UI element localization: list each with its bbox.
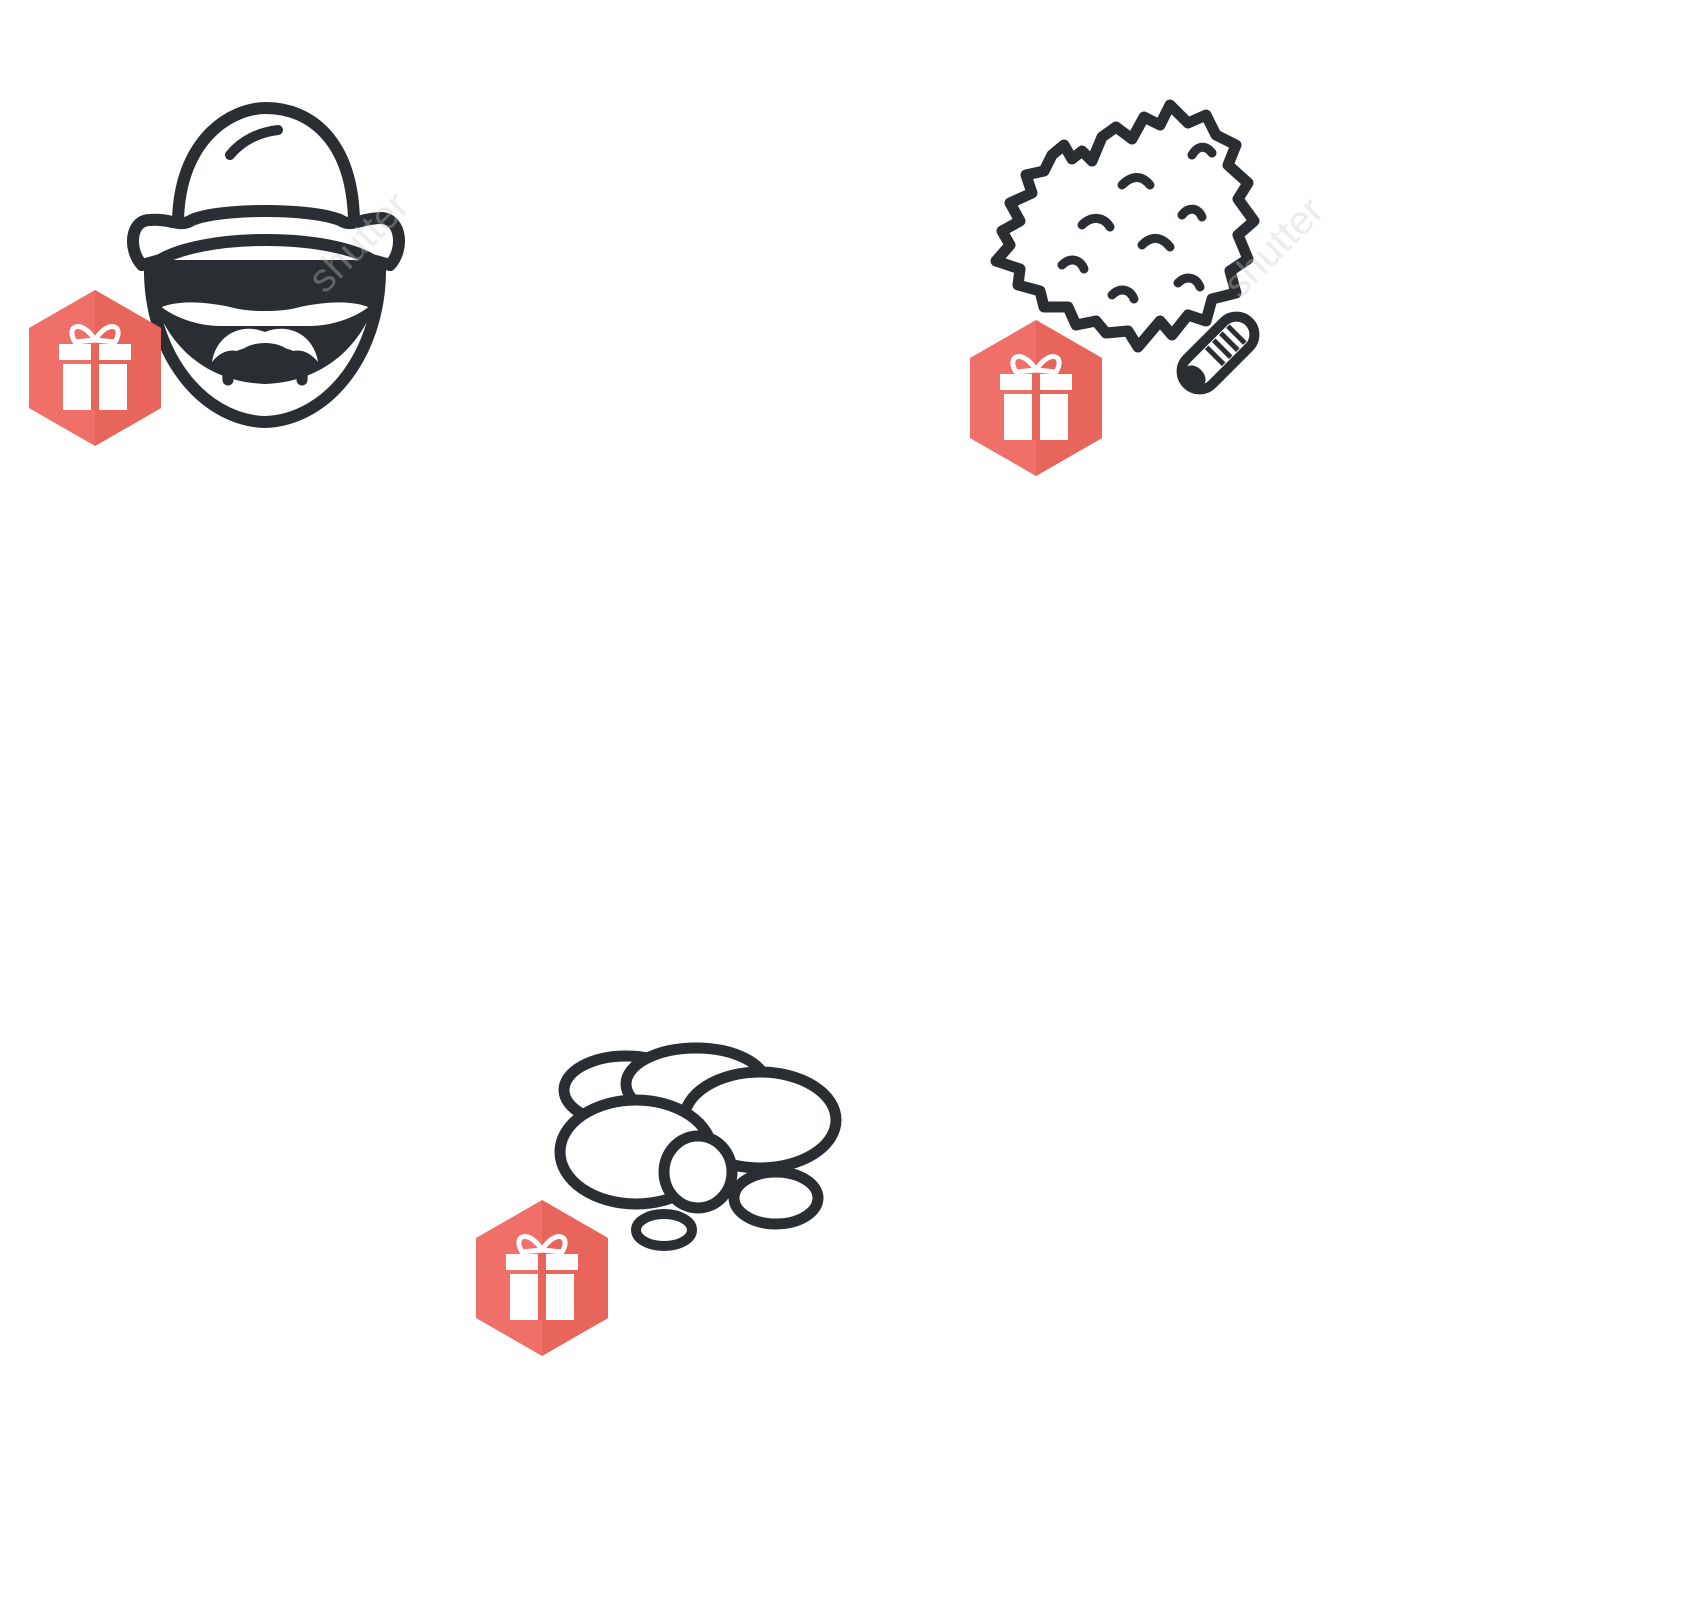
gift-box-icon	[476, 1200, 608, 1356]
gift-box-icon	[29, 290, 161, 446]
gift-box-icon	[970, 320, 1102, 476]
birch-broom-tile	[960, 0, 1480, 520]
sauna-stones-icon	[554, 1042, 842, 1251]
gift-badge[interactable]	[25, 288, 165, 448]
sauna-man-tile	[0, 0, 520, 520]
sauna-man-icon	[127, 102, 405, 428]
sauna-stones-tile	[470, 980, 990, 1500]
gift-badge[interactable]	[966, 318, 1106, 478]
gift-badge[interactable]	[472, 1198, 612, 1358]
birch-broom-icon	[990, 99, 1260, 395]
